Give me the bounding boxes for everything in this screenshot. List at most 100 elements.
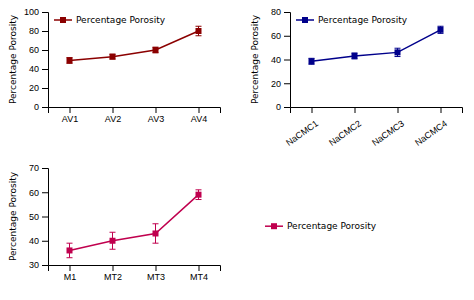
tick-label: 50 (29, 212, 39, 222)
tick-label: AV1 (62, 114, 78, 124)
tick-label: 60 (271, 31, 281, 41)
y-axis-title: Percentage Porosity (8, 14, 18, 104)
tick-mark (42, 241, 48, 242)
x-tick: AV4 (191, 107, 207, 124)
legend-label: Percentage Porosity (287, 221, 377, 231)
error-bar (67, 243, 73, 258)
tick-mark (284, 60, 290, 61)
y-tick: 60 (29, 45, 48, 55)
x-axis: AV1 AV2 AV3 AV4 (49, 107, 221, 124)
y-tick: 80 (271, 7, 290, 17)
axis-line (49, 266, 221, 272)
legend-item: Percentage Porosity (296, 15, 408, 25)
legend: Percentage Porosity (54, 15, 166, 25)
tick-mark (42, 69, 48, 70)
x-tick: NaCMC3 (370, 107, 406, 148)
axis-line (291, 108, 463, 114)
error-bar (110, 54, 116, 59)
tick-label: NaCMC4 (413, 118, 449, 147)
tick-label: MT2 (104, 272, 122, 282)
tick-mark (284, 107, 290, 108)
tick-mark (70, 107, 71, 113)
legend-item: Percentage Porosity (265, 221, 377, 231)
tick-mark (70, 265, 71, 271)
error-bar (110, 232, 116, 249)
marker (438, 27, 444, 33)
tick-label: 70 (29, 163, 39, 173)
marker (153, 230, 159, 236)
tick-mark (398, 107, 399, 113)
tick-label: 20 (271, 79, 281, 89)
series-line (312, 30, 441, 61)
tick-label: 30 (29, 260, 39, 270)
legend-swatch (271, 223, 277, 229)
tick-mark (312, 107, 313, 113)
legend-swatch (60, 17, 66, 23)
error-bar (153, 47, 159, 53)
axis-line (42, 169, 49, 266)
marker (196, 28, 202, 34)
plot-area (309, 26, 444, 64)
x-tick: MT4 (190, 265, 208, 282)
figure: 0 20 40 60 80 100 AV1 AV2 AV3 AV4 Percentage Poros… (0, 0, 474, 300)
tick-mark (355, 107, 356, 113)
tick-label: 60 (29, 188, 39, 198)
tick-mark (284, 83, 290, 84)
x-tick: NaCMC4 (413, 107, 449, 148)
axis-line (49, 108, 221, 114)
tick-mark (42, 12, 48, 13)
y-tick: 100 (24, 7, 48, 17)
tick-mark (42, 217, 48, 218)
x-tick: AV2 (105, 107, 121, 124)
tick-label: AV2 (105, 114, 121, 124)
tick-label: 40 (29, 64, 39, 74)
y-axis: 020406080100 (24, 7, 49, 112)
y-tick: 50 (29, 212, 48, 222)
error-bar (153, 224, 159, 243)
marker (196, 192, 202, 198)
y-axis-title: Percentage Porosity (8, 171, 18, 261)
y-tick: 20 (271, 79, 290, 89)
error-bar (67, 58, 73, 64)
tick-mark (284, 36, 290, 37)
tick-mark (284, 12, 290, 13)
x-tick: NaCMC2 (327, 107, 363, 148)
y-tick: 60 (271, 31, 290, 41)
tick-mark (156, 107, 157, 113)
series-line (70, 31, 199, 60)
legend: Percentage Porosity (296, 15, 408, 25)
tick-label: NaCMC2 (327, 118, 363, 147)
error-bar (352, 53, 358, 59)
marker (153, 47, 159, 53)
tick-mark (42, 265, 48, 266)
marker (110, 238, 116, 244)
y-tick: 0 (34, 102, 48, 112)
axis-line (42, 13, 49, 108)
x-tick: AV1 (62, 107, 78, 124)
marker (67, 57, 73, 63)
y-tick: 60 (29, 188, 48, 198)
tick-label: MT4 (190, 272, 208, 282)
error-bar (196, 26, 202, 36)
tick-label: 60 (29, 45, 39, 55)
y-tick: 40 (271, 55, 290, 65)
tick-label: AV4 (191, 114, 207, 124)
axis-line (284, 13, 291, 108)
tick-label: AV3 (148, 114, 164, 124)
tick-label: 100 (24, 7, 39, 17)
tick-mark (42, 50, 48, 51)
legend-swatch (302, 17, 308, 23)
subplot: 3040506070M1MT2MT3MT4Percentage Porosity… (8, 163, 377, 282)
error-bar (196, 190, 202, 200)
x-tick: AV3 (148, 107, 164, 124)
error-bar (309, 58, 315, 64)
x-tick: M1 (64, 265, 77, 282)
legend-item: Percentage Porosity (54, 15, 166, 25)
y-tick: 70 (29, 163, 48, 173)
tick-label: 0 (276, 102, 281, 112)
x-tick: MT3 (147, 265, 165, 282)
marker (352, 53, 358, 59)
tick-mark (42, 192, 48, 193)
tick-label: 0 (34, 102, 39, 112)
error-bar (438, 26, 444, 33)
